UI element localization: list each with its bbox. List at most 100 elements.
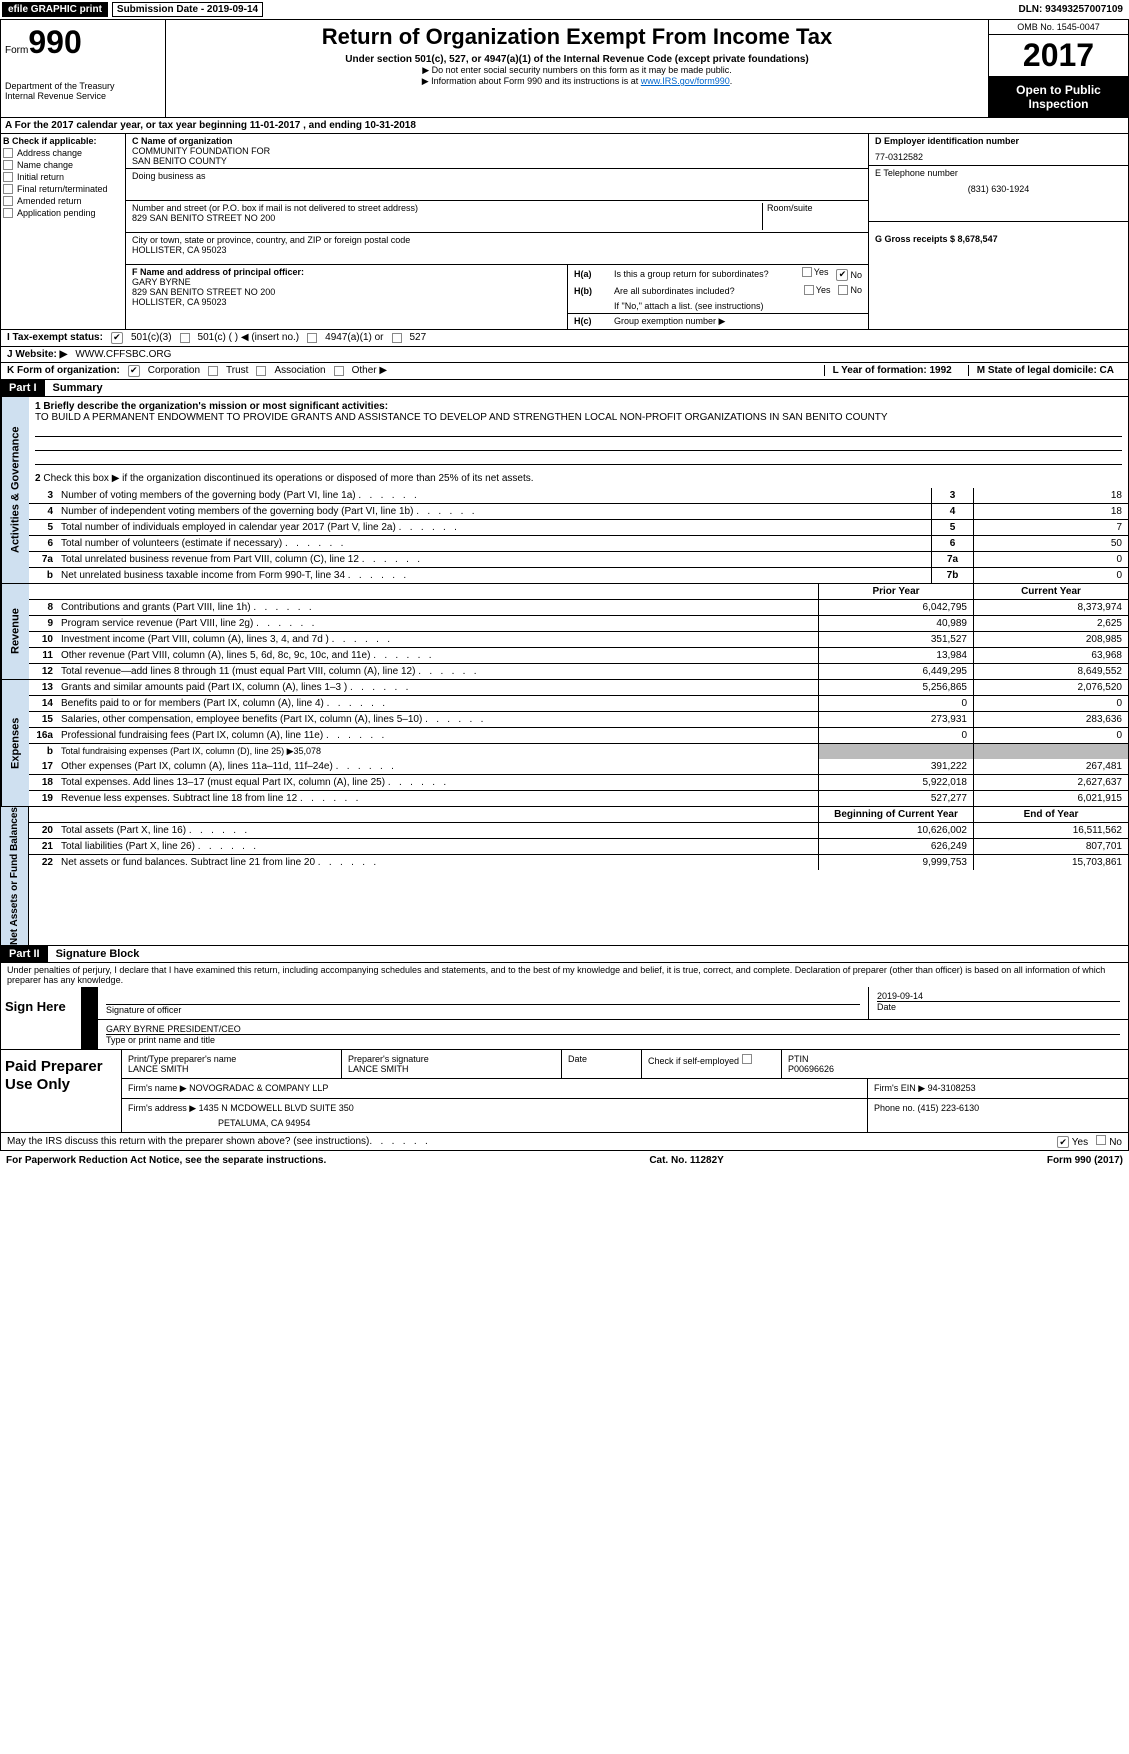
line-text: Other revenue (Part VIII, column (A), li… bbox=[57, 648, 818, 663]
form-note1: ▶ Do not enter social security numbers o… bbox=[170, 65, 984, 76]
line-value: 18 bbox=[973, 504, 1128, 519]
line-num: 13 bbox=[29, 680, 57, 695]
tel-label: E Telephone number bbox=[875, 168, 1122, 178]
sig-officer-label: Signature of officer bbox=[106, 1005, 860, 1015]
prep-name-label: Print/Type preparer's name bbox=[128, 1054, 335, 1064]
firm-phone: Phone no. (415) 223-6130 bbox=[868, 1099, 1128, 1132]
dln-label: DLN: 93493257007109 bbox=[1014, 4, 1127, 15]
yes-label-2: Yes bbox=[816, 285, 831, 295]
line-num: 4 bbox=[29, 504, 57, 519]
line-num: 15 bbox=[29, 712, 57, 727]
yes-label: Yes bbox=[814, 267, 829, 277]
discuss-no: No bbox=[1109, 1137, 1122, 1148]
assoc-checkbox[interactable] bbox=[256, 366, 266, 376]
hb-yes-cb[interactable] bbox=[804, 285, 814, 295]
line-num: 14 bbox=[29, 696, 57, 711]
line-text: Total unrelated business revenue from Pa… bbox=[57, 552, 931, 567]
current-year-value: 8,649,552 bbox=[973, 664, 1128, 679]
hb-label: H(b) bbox=[574, 286, 614, 296]
boy-hdr: Beginning of Current Year bbox=[818, 807, 973, 822]
line-num: 20 bbox=[29, 823, 57, 838]
ha-yes-cb[interactable] bbox=[802, 267, 812, 277]
org-name-2: SAN BENITO COUNTY bbox=[132, 156, 862, 166]
current-year-value: 0 bbox=[973, 728, 1128, 743]
firm-addr-1: 1435 N MCDOWELL BLVD SUITE 350 bbox=[199, 1103, 354, 1113]
current-year-value: 267,481 bbox=[973, 759, 1128, 774]
self-emp-checkbox[interactable] bbox=[742, 1054, 752, 1064]
colb-checkbox[interactable] bbox=[3, 172, 13, 182]
firm-addr-2: PETALUMA, CA 94954 bbox=[128, 1118, 861, 1128]
ptin-value: P00696626 bbox=[788, 1064, 1122, 1074]
line-text: Salaries, other compensation, employee b… bbox=[57, 712, 818, 727]
line-value: 0 bbox=[973, 568, 1128, 583]
ha-no-cb[interactable] bbox=[836, 269, 848, 281]
prep-sig: LANCE SMITH bbox=[348, 1064, 555, 1074]
irs-link[interactable]: www.IRS.gov/form990 bbox=[641, 76, 730, 86]
501c-label: 501(c) ( ) ◀ (insert no.) bbox=[198, 332, 300, 343]
ptin-label: PTIN bbox=[788, 1054, 1122, 1064]
irs-label: Internal Revenue Service bbox=[5, 91, 161, 101]
501c-checkbox[interactable] bbox=[180, 333, 190, 343]
line-text: Net assets or fund balances. Subtract li… bbox=[57, 855, 818, 870]
line-text: Other expenses (Part IX, column (A), lin… bbox=[57, 759, 818, 774]
line-text: Net unrelated business taxable income fr… bbox=[57, 568, 931, 583]
current-year-value: 807,701 bbox=[973, 839, 1128, 854]
sig-date-label: Date bbox=[877, 1002, 1120, 1012]
form-number: 990 bbox=[28, 24, 81, 60]
ha-label: H(a) bbox=[574, 269, 614, 279]
501c3-checkbox[interactable] bbox=[111, 332, 123, 344]
ha-text: Is this a group return for subordinates? bbox=[614, 269, 769, 279]
paid-preparer-label: Paid Preparer Use Only bbox=[1, 1050, 121, 1132]
row-j-label: J Website: ▶ bbox=[7, 349, 67, 360]
line16b-cy bbox=[973, 744, 1128, 759]
colb-checkbox[interactable] bbox=[3, 196, 13, 206]
line2-text: Check this box ▶ if the organization dis… bbox=[43, 473, 533, 484]
discuss-no-cb[interactable] bbox=[1096, 1135, 1106, 1145]
note2-suffix: . bbox=[730, 76, 733, 86]
submission-date-box: Submission Date - 2019-09-14 bbox=[112, 2, 263, 17]
row-k-label: K Form of organization: bbox=[7, 365, 120, 376]
col-b-header: B Check if applicable: bbox=[3, 136, 123, 146]
prior-year-value: 6,449,295 bbox=[818, 664, 973, 679]
line-text: Professional fundraising fees (Part IX, … bbox=[57, 728, 818, 743]
line-num: 12 bbox=[29, 664, 57, 679]
527-checkbox[interactable] bbox=[392, 333, 402, 343]
current-year-value: 2,076,520 bbox=[973, 680, 1128, 695]
prior-year-value: 5,256,865 bbox=[818, 680, 973, 695]
4947-checkbox[interactable] bbox=[307, 333, 317, 343]
omb-number: OMB No. 1545-0047 bbox=[989, 20, 1128, 35]
blank-line-2 bbox=[35, 437, 1122, 451]
discuss-yes-cb[interactable] bbox=[1057, 1136, 1069, 1148]
no-label: No bbox=[850, 270, 862, 280]
prior-year-value: 13,984 bbox=[818, 648, 973, 663]
colb-checkbox[interactable] bbox=[3, 148, 13, 158]
colb-checkbox[interactable] bbox=[3, 160, 13, 170]
hb-no-cb[interactable] bbox=[838, 285, 848, 295]
line-text: Total number of volunteers (estimate if … bbox=[57, 536, 931, 551]
form-title: Return of Organization Exempt From Incom… bbox=[170, 24, 984, 50]
sig-name-value: GARY BYRNE PRESIDENT/CEO bbox=[106, 1024, 1120, 1035]
efile-button[interactable]: efile GRAPHIC print bbox=[2, 2, 108, 17]
corp-checkbox[interactable] bbox=[128, 365, 140, 377]
row-a-tax-year: A For the 2017 calendar year, or tax yea… bbox=[0, 118, 1129, 134]
colb-checkbox[interactable] bbox=[3, 184, 13, 194]
prior-year-value: 626,249 bbox=[818, 839, 973, 854]
line-box: 7b bbox=[931, 568, 973, 583]
sig-date-value: 2019-09-14 bbox=[877, 991, 1120, 1002]
trust-checkbox[interactable] bbox=[208, 366, 218, 376]
line-num: 9 bbox=[29, 616, 57, 631]
prior-year-value: 5,922,018 bbox=[818, 775, 973, 790]
colb-checkbox[interactable] bbox=[3, 208, 13, 218]
other-checkbox[interactable] bbox=[334, 366, 344, 376]
hc-label: H(c) bbox=[574, 316, 614, 326]
part1-title: Summary bbox=[45, 380, 111, 396]
line-num: 18 bbox=[29, 775, 57, 790]
sign-here-label: Sign Here bbox=[1, 987, 81, 1049]
room-suite-label: Room/suite bbox=[762, 203, 862, 230]
line-num: 19 bbox=[29, 791, 57, 806]
line-num: 17 bbox=[29, 759, 57, 774]
sig-field[interactable] bbox=[106, 991, 860, 1005]
officer-addr2: HOLLISTER, CA 95023 bbox=[132, 297, 561, 307]
line-text: Benefits paid to or for members (Part IX… bbox=[57, 696, 818, 711]
officer-name: GARY BYRNE bbox=[132, 277, 561, 287]
